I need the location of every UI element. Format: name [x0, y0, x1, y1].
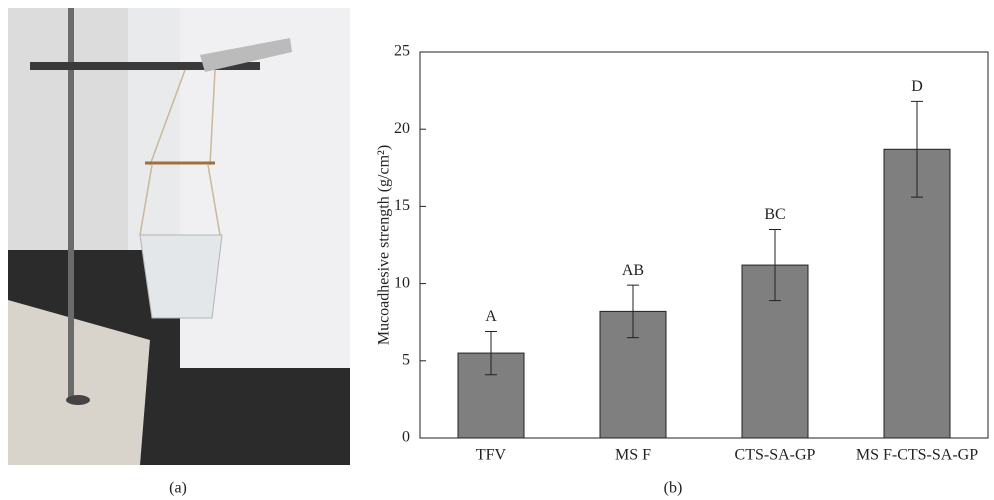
panel-caption: (b) — [664, 480, 683, 497]
annotation: A — [485, 308, 497, 325]
y-tick-label: 20 — [394, 120, 410, 137]
panel-caption: (a) — [169, 480, 187, 497]
annotation: D — [911, 78, 923, 95]
error-bar — [769, 229, 781, 302]
y-tick-label: 25 — [394, 43, 410, 60]
error-bar — [627, 284, 639, 339]
y-tick-label: 15 — [394, 197, 410, 214]
plot-frame — [419, 51, 989, 439]
y-tick-label: 0 — [402, 429, 410, 446]
annotation: BC — [764, 206, 785, 223]
error-bar — [911, 100, 923, 198]
photo — [8, 8, 350, 465]
annotation: AB — [622, 262, 644, 279]
x-tick-label: CTS-SA-GP — [735, 447, 816, 464]
y-tick-label: 10 — [394, 274, 410, 291]
x-tick-label: MS F-CTS-SA-GP — [856, 447, 978, 464]
x-tick-label: TFV — [476, 447, 507, 464]
x-tick-label: MS F — [615, 447, 651, 464]
error-bar — [485, 330, 497, 376]
y-tick-label: 5 — [402, 351, 410, 368]
y-axis-title: Mucoadhesive strength (g/cm²) — [376, 145, 393, 345]
